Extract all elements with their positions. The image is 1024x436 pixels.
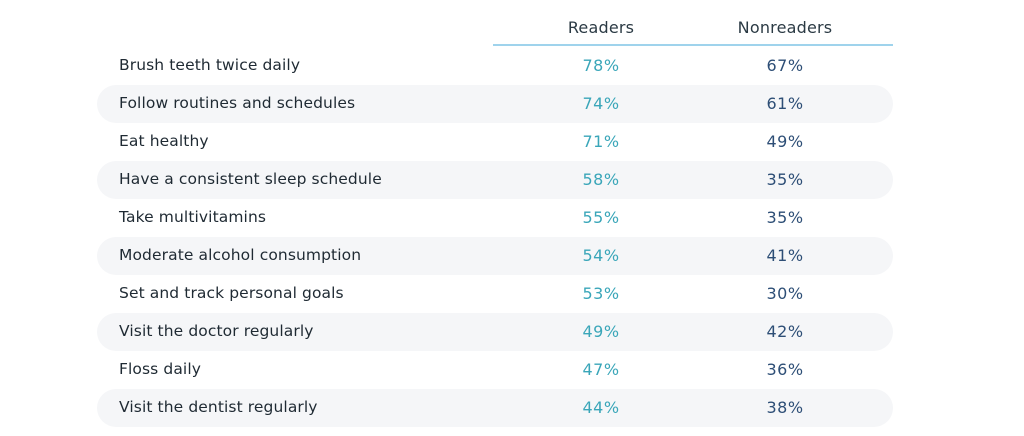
table-row: Brush teeth twice daily 78% 67% — [97, 47, 893, 85]
readers-value: 47% — [582, 360, 620, 379]
row-label: Brush teeth twice daily — [119, 56, 301, 74]
readers-value: 54% — [582, 246, 620, 265]
readers-value: 58% — [582, 170, 620, 189]
readers-value: 71% — [582, 132, 620, 151]
column-header-readers: Readers — [567, 18, 635, 37]
table-row: Have a consistent sleep schedule 58% 35% — [97, 161, 893, 199]
nonreaders-value: 35% — [766, 170, 804, 189]
table-row: Floss daily 47% 36% — [97, 351, 893, 389]
column-header-nonreaders: Nonreaders — [737, 18, 833, 37]
row-label: Follow routines and schedules — [119, 94, 356, 112]
table-row: Follow routines and schedules 74% 61% — [97, 85, 893, 123]
row-label: Take multivitamins — [119, 208, 267, 226]
row-label: Floss daily — [119, 360, 202, 378]
table-row: Moderate alcohol consumption 54% 41% — [97, 237, 893, 275]
table-row: Set and track personal goals 53% 30% — [97, 275, 893, 313]
nonreaders-value: 61% — [766, 94, 804, 113]
nonreaders-value: 49% — [766, 132, 804, 151]
row-label: Visit the doctor regularly — [119, 322, 314, 340]
table-body: Brush teeth twice daily 78% 67% Follow r… — [97, 47, 893, 427]
row-label: Set and track personal goals — [119, 284, 344, 302]
nonreaders-value: 41% — [766, 246, 804, 265]
row-label: Have a consistent sleep schedule — [119, 170, 382, 188]
nonreaders-value: 67% — [766, 56, 804, 75]
nonreaders-value: 36% — [766, 360, 804, 379]
readers-value: 55% — [582, 208, 620, 227]
nonreaders-value: 42% — [766, 322, 804, 341]
table-row: Visit the doctor regularly 49% 42% — [97, 313, 893, 351]
readers-value: 78% — [582, 56, 620, 75]
readers-value: 74% — [582, 94, 620, 113]
table-header: Readers Nonreaders — [493, 14, 893, 46]
row-label: Eat healthy — [119, 132, 209, 150]
readers-value: 44% — [582, 398, 620, 417]
row-label: Visit the dentist regularly — [119, 398, 318, 416]
row-label: Moderate alcohol consumption — [119, 246, 362, 264]
readers-value: 49% — [582, 322, 620, 341]
table-row: Eat healthy 71% 49% — [97, 123, 893, 161]
table-row: Take multivitamins 55% 35% — [97, 199, 893, 237]
nonreaders-value: 38% — [766, 398, 804, 417]
nonreaders-value: 35% — [766, 208, 804, 227]
table-row: Visit the dentist regularly 44% 38% — [97, 389, 893, 427]
nonreaders-value: 30% — [766, 284, 804, 303]
readers-value: 53% — [582, 284, 620, 303]
